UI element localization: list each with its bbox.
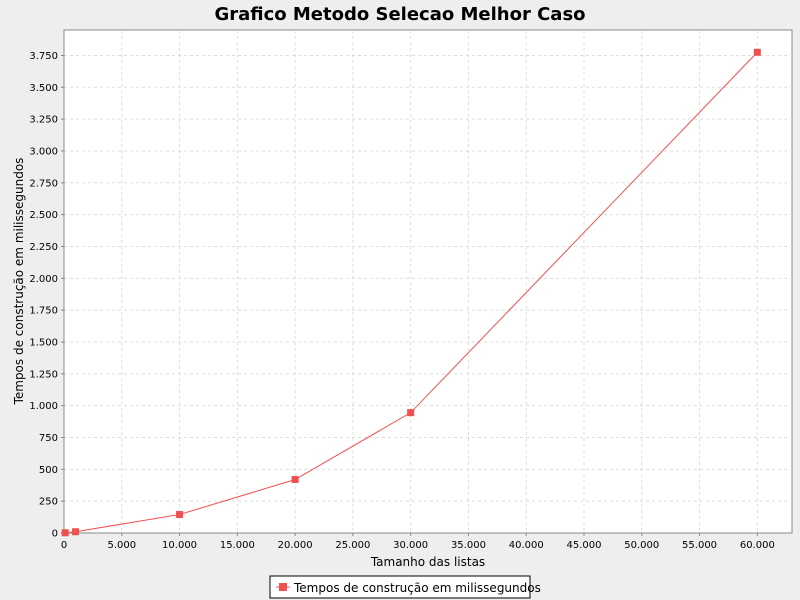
x-tick-label: 10.000 xyxy=(162,540,197,551)
plot-area xyxy=(63,29,793,534)
x-tick-label: 35.000 xyxy=(451,540,486,551)
data-point xyxy=(753,48,761,56)
series-layer xyxy=(61,48,761,537)
x-tick-label: 50.000 xyxy=(624,540,659,551)
grid-lines xyxy=(64,30,792,533)
y-tick-label: 2.250 xyxy=(29,242,58,253)
x-tick-label: 0 xyxy=(61,540,67,551)
x-tick-label: 5.000 xyxy=(107,540,136,551)
y-tick-label: 250 xyxy=(39,497,58,508)
x-tick-label: 30.000 xyxy=(393,540,428,551)
x-tick-label: 45.000 xyxy=(567,540,602,551)
y-tick-label: 1.500 xyxy=(29,337,58,348)
data-point xyxy=(176,511,184,519)
data-point xyxy=(407,409,415,417)
y-tick-label: 3.500 xyxy=(29,83,58,94)
y-tick-label: 1.000 xyxy=(29,401,58,412)
legend-box xyxy=(269,575,531,599)
y-tick-label: 3.250 xyxy=(29,115,58,126)
y-tick-label: 1.750 xyxy=(29,306,58,317)
y-tick-label: 2.750 xyxy=(29,178,58,189)
x-axis-ticks: 0 5.000 10.000 15.000 20.000 25.000 30.000 35.0… xyxy=(61,533,775,551)
data-point xyxy=(72,528,80,536)
axes xyxy=(63,30,792,534)
y-tick-label: 2.500 xyxy=(29,210,58,221)
legend-series-label: Tempos de construção em milissegundos xyxy=(293,581,541,595)
x-axis-label: Tamanho das listas xyxy=(370,555,485,569)
y-tick-label: 750 xyxy=(39,433,58,444)
y-axis-label: Tempos de construção em milissegundos xyxy=(12,158,26,406)
x-tick-label: 15.000 xyxy=(220,540,255,551)
legend-series-marker xyxy=(279,583,287,591)
x-tick-label: 60.000 xyxy=(740,540,775,551)
y-tick-label: 1.250 xyxy=(29,369,58,380)
x-tick-label: 20.000 xyxy=(278,540,313,551)
data-point xyxy=(291,476,299,484)
data-point xyxy=(61,529,69,537)
y-tick-label: 0 xyxy=(52,529,58,540)
x-tick-label: 25.000 xyxy=(335,540,370,551)
y-tick-label: 3.000 xyxy=(29,146,58,157)
legend: Tempos de construção em milissegundos xyxy=(269,575,541,599)
y-tick-label: 3.750 xyxy=(29,51,58,62)
y-axis-ticks: 0 250 500 750 1.000 1.250 1.500 1.750 2.000 2.250… xyxy=(29,51,64,540)
y-tick-label: 2.000 xyxy=(29,274,58,285)
chart-title: Grafico Metodo Selecao Melhor Caso xyxy=(214,4,585,25)
x-tick-label: 40.000 xyxy=(509,540,544,551)
y-tick-label: 500 xyxy=(39,465,58,476)
x-tick-label: 55.000 xyxy=(682,540,717,551)
